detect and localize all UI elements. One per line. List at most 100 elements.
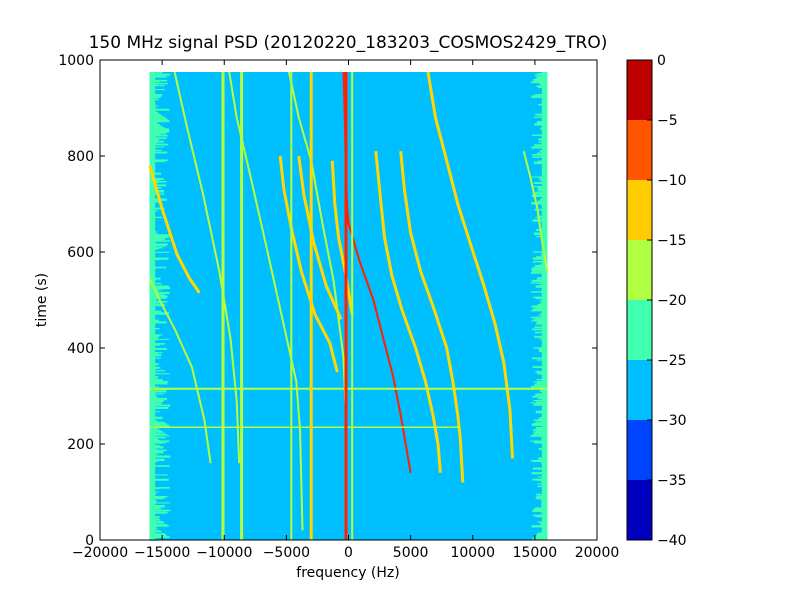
noise-streak bbox=[149, 85, 165, 87]
noise-streak bbox=[149, 110, 156, 113]
noise-streak bbox=[149, 347, 167, 350]
colorbar-swatch bbox=[627, 480, 652, 540]
y-tick-label: 0 bbox=[85, 533, 94, 549]
noise-streak bbox=[149, 469, 156, 471]
noise-streak bbox=[149, 338, 170, 340]
colorbar-swatch bbox=[627, 60, 652, 120]
colorbar-tick-label: −25 bbox=[657, 353, 687, 369]
noise-streak bbox=[149, 89, 156, 93]
noise-streak bbox=[149, 73, 171, 76]
x-tick-label: −20000 bbox=[72, 545, 128, 561]
colorbar-swatch bbox=[627, 240, 652, 300]
y-tick-label: 800 bbox=[67, 149, 94, 165]
noise-streak bbox=[532, 156, 548, 158]
colorbar-swatch bbox=[627, 360, 652, 420]
signal-trace bbox=[173, 71, 241, 464]
noise-streak bbox=[149, 113, 161, 115]
noise-streak bbox=[533, 399, 548, 402]
colorbar-tick-label: −40 bbox=[657, 533, 687, 549]
noise-streak bbox=[149, 107, 157, 109]
noise-streak bbox=[149, 343, 158, 346]
noise-streak bbox=[536, 379, 548, 381]
noise-streak bbox=[537, 372, 548, 375]
noise-streak bbox=[149, 370, 166, 372]
noise-streak bbox=[149, 210, 158, 212]
noise-streak bbox=[535, 256, 548, 258]
noise-streak bbox=[538, 433, 548, 436]
noise-streak bbox=[540, 103, 548, 106]
noise-streak bbox=[149, 94, 163, 97]
noise-streak bbox=[533, 508, 548, 512]
noise-streak bbox=[149, 240, 170, 242]
noise-streak bbox=[540, 302, 548, 305]
noise-streak bbox=[539, 177, 548, 179]
signal-trace bbox=[426, 71, 514, 459]
noise-streak bbox=[535, 192, 548, 194]
noise-streak bbox=[533, 258, 548, 260]
signal-trace bbox=[330, 160, 354, 315]
noise-streak bbox=[541, 437, 548, 440]
noise-streak bbox=[541, 204, 548, 207]
noise-streak bbox=[149, 292, 160, 295]
noise-streak bbox=[149, 376, 159, 379]
noise-streak bbox=[149, 521, 163, 523]
noise-streak bbox=[149, 516, 155, 519]
y-axis-ticks: 0 200 400 600 800 1000 bbox=[58, 53, 597, 549]
noise-streak bbox=[537, 187, 548, 190]
noise-streak bbox=[149, 334, 160, 337]
x-tick-label: −10000 bbox=[196, 545, 252, 561]
noise-streak bbox=[149, 304, 166, 307]
noise-streak bbox=[531, 272, 548, 274]
signal-trace bbox=[297, 155, 343, 320]
noise-streak bbox=[540, 73, 548, 77]
noise-streak bbox=[149, 502, 170, 504]
noise-streak bbox=[149, 267, 157, 269]
noise-streak bbox=[149, 137, 158, 139]
noise-streak bbox=[149, 382, 168, 385]
noise-streak bbox=[149, 346, 156, 349]
noise-streak bbox=[149, 247, 163, 249]
noise-streak bbox=[532, 257, 548, 259]
noise-streak bbox=[149, 247, 159, 250]
noise-streak bbox=[534, 384, 548, 387]
noise-streak bbox=[149, 404, 171, 407]
noise-streak bbox=[149, 312, 170, 315]
noise-streak bbox=[149, 151, 168, 154]
colorbar-tick-label: 0 bbox=[657, 53, 666, 69]
noise-streak bbox=[149, 180, 167, 183]
noise-streak bbox=[149, 88, 165, 91]
noise-streak bbox=[149, 132, 160, 135]
noise-streak bbox=[533, 116, 548, 118]
noise-streak bbox=[149, 300, 168, 303]
noise-streak bbox=[149, 363, 159, 365]
noise-streak bbox=[533, 251, 548, 253]
noise-streak bbox=[149, 114, 156, 117]
noise-streak bbox=[530, 460, 548, 462]
noise-streak bbox=[149, 506, 161, 510]
noise-streak bbox=[149, 500, 157, 503]
noise-streak bbox=[149, 395, 157, 398]
noise-streak bbox=[540, 312, 548, 316]
noise-streak bbox=[149, 441, 163, 444]
noise-streak bbox=[541, 175, 548, 177]
noise-streak bbox=[534, 326, 548, 329]
noise-streak bbox=[542, 359, 548, 362]
noise-streak bbox=[530, 81, 548, 84]
x-tick-label: 5000 bbox=[393, 545, 429, 561]
noise-streak bbox=[149, 150, 155, 153]
noise-streak bbox=[543, 337, 548, 339]
noise-streak bbox=[149, 131, 167, 134]
noise-streak bbox=[149, 421, 165, 424]
noise-streak bbox=[149, 285, 169, 288]
noise-streak bbox=[149, 337, 158, 340]
noise-streak bbox=[541, 412, 548, 415]
noise-streak bbox=[537, 121, 548, 124]
noise-streak bbox=[539, 429, 548, 431]
noise-streak bbox=[149, 429, 161, 431]
noise-streak bbox=[535, 285, 548, 288]
noise-streak bbox=[149, 465, 170, 467]
noise-streak bbox=[534, 144, 548, 147]
colorbar-tick-label: −20 bbox=[657, 293, 687, 309]
noise-streak bbox=[540, 462, 548, 464]
noise-streak bbox=[149, 287, 170, 290]
